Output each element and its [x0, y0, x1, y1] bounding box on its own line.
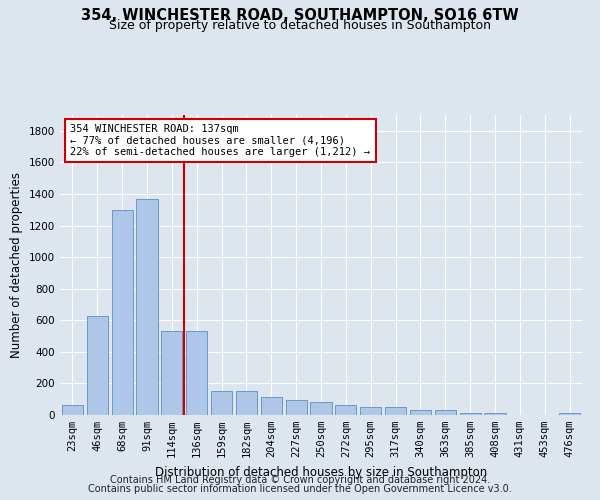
Bar	[112, 210, 133, 415]
Bar	[385, 407, 406, 415]
Bar	[484, 414, 506, 415]
Text: 354 WINCHESTER ROAD: 137sqm
← 77% of detached houses are smaller (4,196)
22% of : 354 WINCHESTER ROAD: 137sqm ← 77% of det…	[70, 124, 370, 157]
Bar	[236, 390, 257, 415]
Text: Contains HM Land Registry data © Crown copyright and database right 2024.: Contains HM Land Registry data © Crown c…	[110, 475, 490, 485]
Bar	[435, 410, 456, 415]
Bar	[161, 332, 182, 415]
Bar	[559, 414, 580, 415]
Text: Contains public sector information licensed under the Open Government Licence v3: Contains public sector information licen…	[88, 484, 512, 494]
X-axis label: Distribution of detached houses by size in Southampton: Distribution of detached houses by size …	[155, 466, 487, 478]
Text: 354, WINCHESTER ROAD, SOUTHAMPTON, SO16 6TW: 354, WINCHESTER ROAD, SOUTHAMPTON, SO16 …	[81, 8, 519, 22]
Bar	[460, 414, 481, 415]
Bar	[87, 316, 108, 415]
Bar	[286, 400, 307, 415]
Bar	[310, 402, 332, 415]
Text: Size of property relative to detached houses in Southampton: Size of property relative to detached ho…	[109, 19, 491, 32]
Bar	[261, 397, 282, 415]
Bar	[211, 390, 232, 415]
Bar	[335, 404, 356, 415]
Bar	[62, 404, 83, 415]
Bar	[360, 407, 381, 415]
Bar	[186, 332, 207, 415]
Y-axis label: Number of detached properties: Number of detached properties	[10, 172, 23, 358]
Bar	[410, 410, 431, 415]
Bar	[136, 198, 158, 415]
